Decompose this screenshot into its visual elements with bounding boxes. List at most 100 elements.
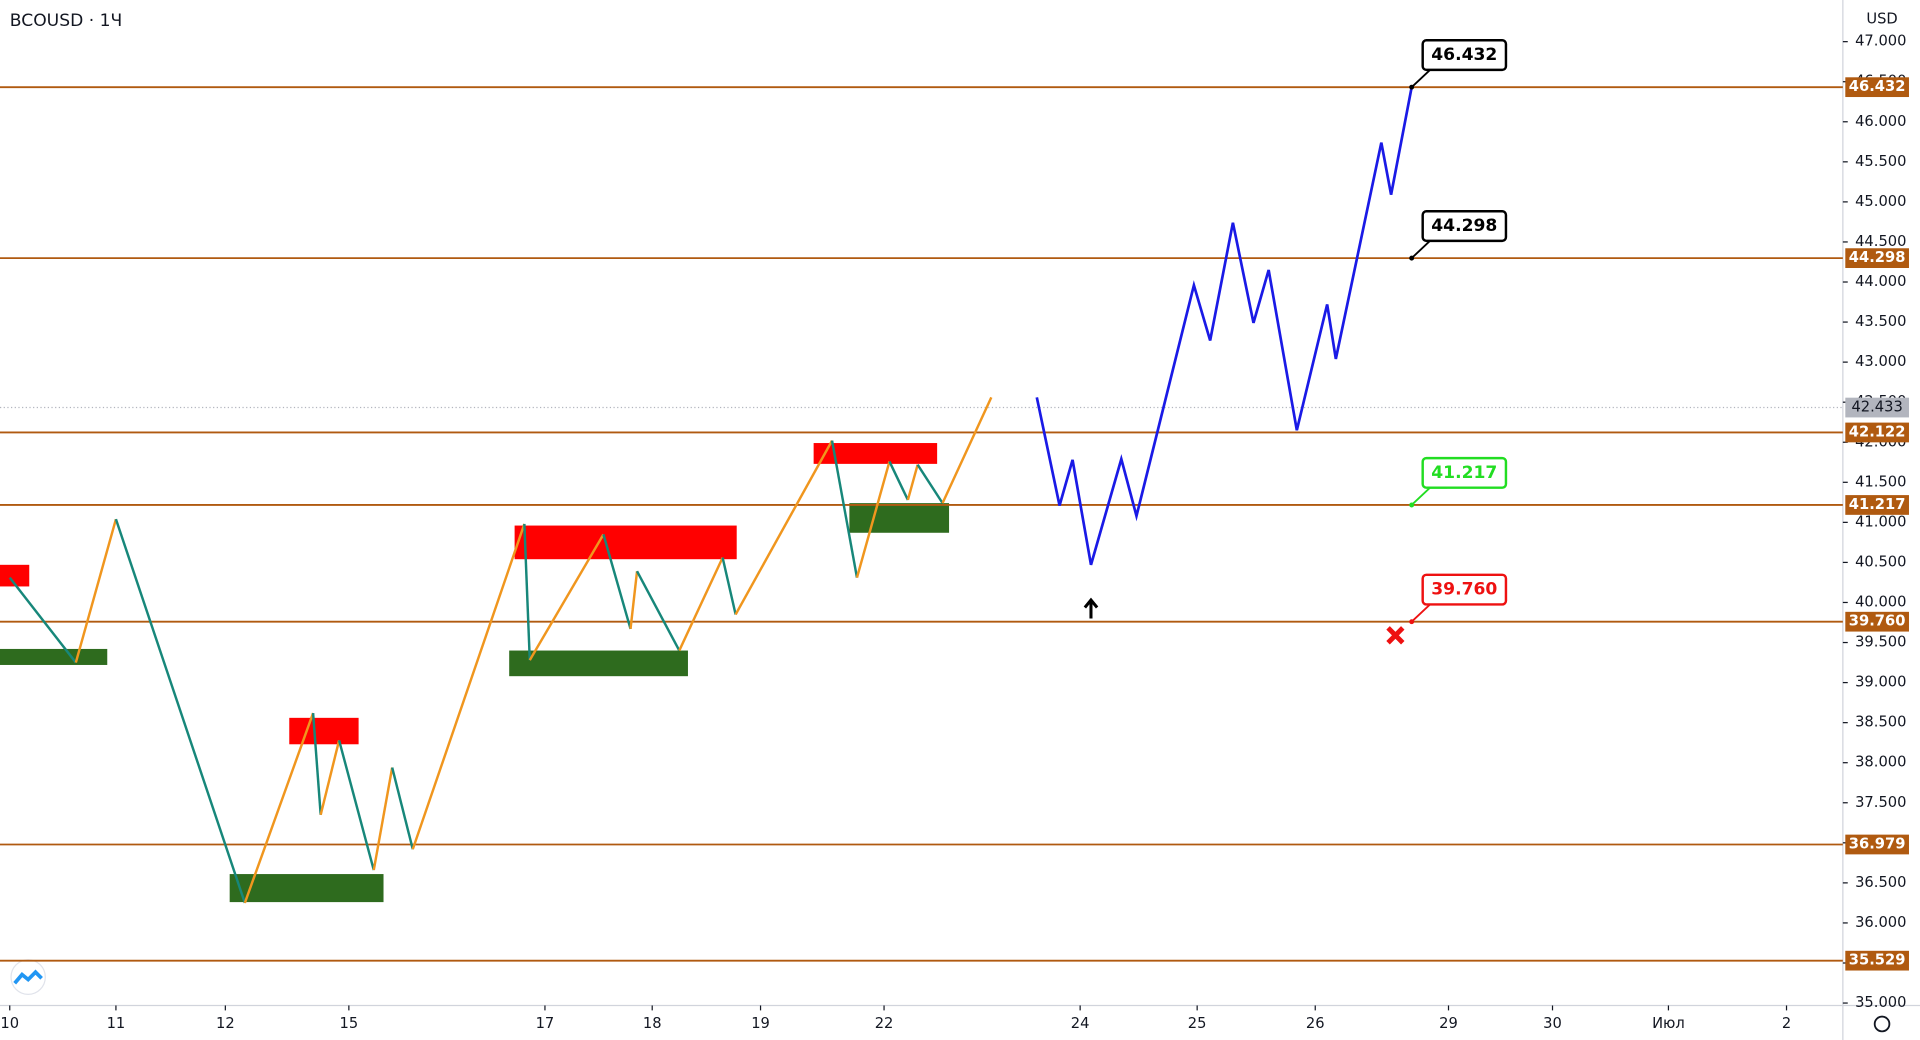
up-arrow-head	[1083, 597, 1099, 609]
zigzag-down	[830, 440, 859, 578]
callout-box	[1421, 210, 1508, 243]
callout-label: 41.217	[1431, 463, 1497, 483]
zigzag-up	[372, 767, 394, 871]
zigzag-up	[528, 533, 605, 661]
y-tick-label: 40.000	[1855, 593, 1906, 610]
level-axis-label: 41.217	[1849, 496, 1906, 513]
stop-mark	[1386, 626, 1405, 645]
y-tick-label: 41.500	[1855, 473, 1906, 490]
x-tick-label: 22	[875, 1015, 894, 1032]
x-tick-label: 29	[1439, 1015, 1458, 1032]
demand-zone	[849, 503, 950, 533]
x-tick-label: 11	[107, 1015, 126, 1032]
level-axis-label: 46.432	[1849, 78, 1906, 95]
x-tick-label: 30	[1543, 1015, 1562, 1032]
supply-zone	[813, 443, 938, 464]
x-tick-label: 19	[751, 1015, 770, 1032]
zigzag-up	[941, 396, 993, 504]
callout-label: 46.432	[1431, 45, 1497, 65]
supply-zone	[0, 564, 30, 587]
callout-box	[1421, 573, 1508, 606]
level-axis-label: 39.760	[1849, 613, 1906, 630]
x-tick-label: 25	[1188, 1015, 1207, 1032]
zigzag-down	[523, 523, 532, 661]
x-tick-label: 15	[340, 1015, 359, 1032]
callout-label: 39.760	[1431, 580, 1497, 600]
x-tick-label: Июл	[1652, 1015, 1685, 1032]
y-tick-label: 43.000	[1855, 353, 1906, 370]
zigzag-down	[391, 767, 414, 850]
y-tick-label: 39.500	[1855, 633, 1906, 650]
zigzag-down	[721, 557, 737, 615]
zigzag-up	[411, 523, 526, 850]
x-tick-label: 26	[1306, 1015, 1325, 1032]
level-axis-label: 42.122	[1849, 423, 1906, 440]
x-tick-label: 2	[1782, 1015, 1791, 1032]
x-tick-label: 18	[643, 1015, 662, 1032]
zigzag-down	[337, 739, 375, 871]
zigzag-down	[916, 463, 944, 504]
current-price-box	[1845, 397, 1909, 418]
zigzag-up	[319, 739, 341, 816]
y-tick-label: 39.000	[1855, 674, 1906, 691]
y-tick-label: 38.500	[1855, 714, 1906, 731]
level-axis-box	[1845, 834, 1909, 855]
y-tick-label: 46.000	[1855, 113, 1906, 130]
y-tick-label: 37.500	[1855, 794, 1906, 811]
zigzag-up	[734, 440, 834, 616]
y-tick-label: 47.000	[1855, 33, 1906, 50]
supply-zone	[289, 717, 359, 745]
zigzag-down	[635, 570, 681, 652]
current-price-label: 42.433	[1851, 399, 1902, 416]
level-axis-box	[1845, 422, 1909, 443]
level-axis-box	[1845, 248, 1909, 269]
callout-box	[1421, 456, 1508, 489]
zigzag-down	[114, 518, 247, 904]
level-axis-box	[1845, 611, 1909, 632]
demand-zone	[229, 874, 384, 903]
zigzag-down	[311, 712, 322, 815]
level-axis-box	[1845, 495, 1909, 515]
zigzag-up	[629, 571, 639, 630]
y-tick-label: 44.000	[1855, 273, 1906, 290]
currency-label: USD	[1866, 11, 1897, 28]
y-tick-label: 45.000	[1855, 193, 1906, 210]
x-tick-label: 10	[0, 1015, 19, 1032]
zigzag-down	[888, 460, 909, 501]
y-tick-label: 40.500	[1855, 553, 1906, 570]
zigzag-up	[906, 464, 919, 501]
forecast-line	[1035, 86, 1413, 566]
demand-zone	[509, 650, 688, 677]
y-tick-label: 45.500	[1855, 153, 1906, 170]
y-tick-label: 38.000	[1855, 754, 1906, 771]
y-tick-label: 35.000	[1855, 994, 1906, 1011]
y-tick-label: 44.500	[1855, 233, 1906, 250]
y-tick-label: 41.000	[1855, 513, 1906, 530]
chart-title: BCOUSD · 1Ч	[10, 11, 122, 31]
zigzag-down	[602, 534, 632, 630]
zigzag-up	[855, 461, 891, 578]
supply-zone	[514, 525, 737, 560]
level-axis-label: 36.979	[1849, 835, 1906, 852]
demand-zone	[0, 648, 108, 665]
y-tick-label: 36.500	[1855, 874, 1906, 891]
zigzag-down	[8, 576, 77, 664]
y-tick-label: 36.000	[1855, 914, 1906, 931]
level-axis-label: 44.298	[1849, 249, 1906, 266]
settings-icon[interactable]	[1873, 1015, 1891, 1033]
x-tick-label: 17	[536, 1015, 555, 1032]
callout-label: 44.298	[1431, 216, 1497, 236]
level-axis-box	[1845, 950, 1909, 971]
level-axis-box	[1845, 77, 1909, 98]
zigzag-up	[74, 518, 118, 663]
zigzag-up	[243, 712, 315, 904]
callout-box	[1421, 39, 1508, 72]
x-tick-label: 24	[1071, 1015, 1090, 1032]
y-tick-label: 43.500	[1855, 313, 1906, 330]
x-tick-label: 12	[216, 1015, 235, 1032]
tv-logo	[10, 959, 46, 995]
zigzag-up	[678, 557, 724, 652]
